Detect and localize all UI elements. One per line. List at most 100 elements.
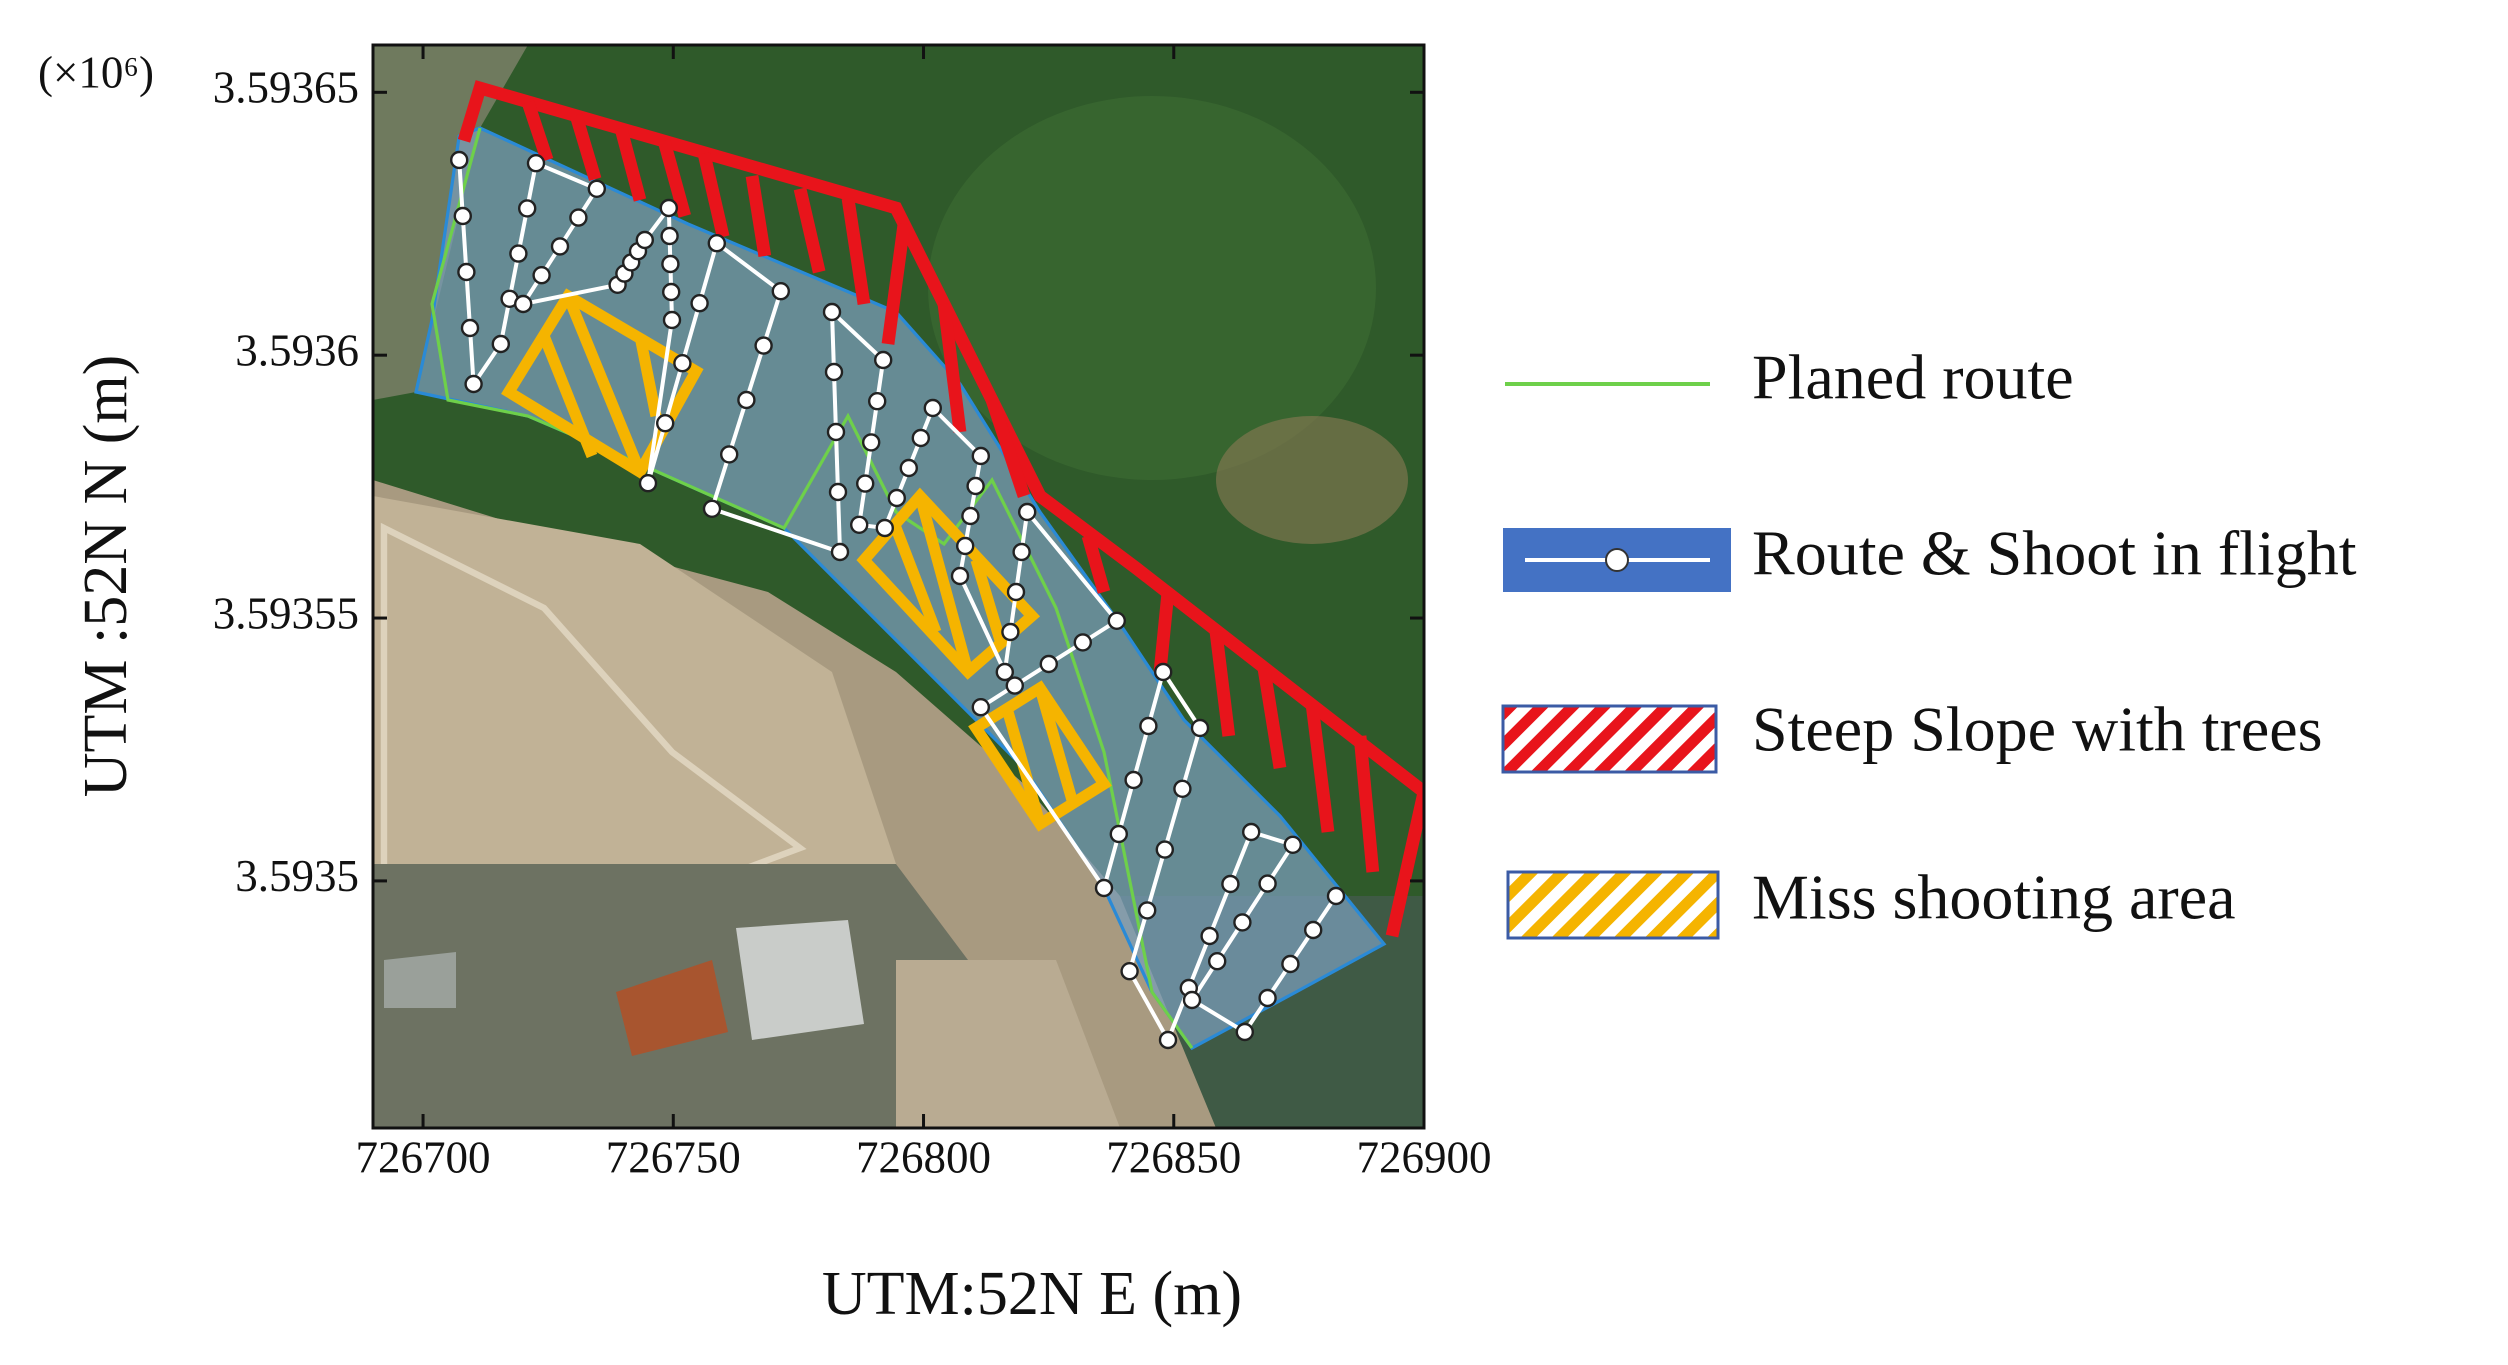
waypoint bbox=[1155, 840, 1175, 859]
waypoint bbox=[1158, 1030, 1178, 1050]
y-tick-label: 3.5935 bbox=[235, 851, 359, 901]
waypoint bbox=[1233, 913, 1252, 932]
waypoint bbox=[850, 515, 869, 535]
legend-label: Miss shooting area bbox=[1752, 862, 2236, 933]
axis-multiplier: (×10⁶) bbox=[38, 47, 154, 97]
waypoint bbox=[1018, 502, 1037, 522]
waypoint bbox=[828, 482, 848, 502]
waypoint bbox=[702, 499, 722, 519]
waypoint bbox=[1139, 716, 1158, 736]
waypoint bbox=[1012, 542, 1031, 562]
waypoint bbox=[1173, 779, 1192, 799]
waypoint bbox=[638, 474, 658, 493]
waypoint bbox=[720, 445, 739, 464]
waypoint bbox=[460, 318, 480, 338]
waypoint bbox=[518, 199, 537, 218]
waypoint bbox=[956, 536, 975, 556]
waypoint bbox=[971, 446, 991, 466]
x-tick-label: 726800 bbox=[856, 1132, 991, 1182]
waypoint bbox=[923, 398, 943, 418]
waypoint bbox=[673, 354, 692, 373]
waypoint bbox=[659, 198, 679, 218]
waypoint bbox=[856, 474, 875, 493]
waypoint bbox=[569, 208, 588, 227]
waypoint bbox=[453, 206, 473, 226]
x-axis-label: UTM:52N E (m) bbox=[822, 1260, 1242, 1328]
legend-label: Steep Slope with trees bbox=[1752, 694, 2323, 765]
y-tick-label: 3.5936 bbox=[235, 326, 359, 376]
waypoint bbox=[1154, 662, 1173, 682]
waypoint bbox=[707, 234, 727, 253]
y-tick-label: 3.59355 bbox=[213, 588, 359, 638]
waypoint bbox=[771, 282, 791, 301]
waypoint bbox=[1258, 874, 1277, 893]
waypoint bbox=[662, 282, 681, 302]
waypoint bbox=[1258, 988, 1277, 1008]
waypoint bbox=[1208, 952, 1227, 971]
waypoint bbox=[464, 374, 483, 394]
x-tick-label: 726750 bbox=[606, 1132, 741, 1182]
map bbox=[373, 45, 1424, 1128]
plot-frame bbox=[371, 43, 1426, 1130]
legend-swatch bbox=[1506, 870, 1720, 940]
waypoint bbox=[822, 302, 842, 322]
waypoint bbox=[1235, 1022, 1255, 1042]
waypoint bbox=[1124, 770, 1143, 790]
waypoint bbox=[690, 294, 709, 313]
waypoint bbox=[961, 506, 980, 526]
legend-swatch bbox=[1605, 548, 1629, 572]
waypoint bbox=[1200, 926, 1219, 946]
waypoint bbox=[550, 237, 570, 256]
waypoint bbox=[911, 428, 931, 448]
waypoint bbox=[1138, 901, 1157, 920]
waypoint bbox=[875, 518, 895, 538]
waypoint bbox=[662, 310, 682, 330]
waypoint bbox=[1094, 878, 1114, 898]
waypoint bbox=[1107, 611, 1127, 631]
waypoint bbox=[1304, 920, 1323, 940]
waypoint bbox=[754, 336, 773, 355]
waypoint bbox=[1001, 622, 1020, 642]
waypoint bbox=[660, 226, 679, 246]
waypoint bbox=[532, 266, 551, 285]
waypoint bbox=[1006, 582, 1026, 602]
waypoint bbox=[830, 542, 850, 562]
waypoint bbox=[995, 662, 1015, 682]
waypoint bbox=[457, 262, 476, 282]
waypoint bbox=[826, 422, 846, 442]
waypoint bbox=[587, 179, 607, 199]
waypoint bbox=[1073, 633, 1093, 652]
waypoint bbox=[950, 566, 970, 586]
waypoint bbox=[1242, 822, 1261, 842]
waypoint bbox=[1005, 676, 1025, 695]
waypoint bbox=[1283, 835, 1303, 855]
waypoint bbox=[1039, 654, 1059, 674]
waypoint bbox=[450, 150, 469, 170]
waypoint bbox=[737, 390, 756, 410]
legend-swatch bbox=[1501, 704, 1718, 774]
waypoint bbox=[971, 698, 991, 717]
waypoint bbox=[1326, 886, 1346, 906]
legend-label: Planed route bbox=[1752, 342, 2074, 413]
waypoint bbox=[824, 362, 844, 382]
x-tick-label: 726900 bbox=[1357, 1132, 1492, 1182]
waypoint bbox=[635, 230, 655, 250]
waypoint bbox=[656, 414, 675, 433]
y-axis-label: UTM :52N N (m) bbox=[72, 355, 140, 798]
legend: Planed route Route & Shoot in flight Ste… bbox=[1501, 342, 2357, 940]
legend-label: Route & Shoot in flight bbox=[1752, 518, 2357, 589]
waypoint bbox=[1190, 718, 1210, 738]
y-tick-label: 3.59365 bbox=[213, 63, 359, 113]
x-tick-label: 726850 bbox=[1106, 1132, 1241, 1182]
waypoint bbox=[509, 244, 528, 263]
waypoint bbox=[1281, 954, 1300, 974]
waypoint bbox=[874, 350, 893, 370]
x-tick-label: 726700 bbox=[356, 1132, 491, 1182]
waypoint bbox=[1120, 962, 1139, 981]
waypoint bbox=[868, 392, 887, 411]
waypoint bbox=[514, 294, 533, 314]
flight-route bbox=[457, 159, 1338, 1045]
waypoint bbox=[899, 458, 919, 478]
waypoint bbox=[526, 154, 546, 173]
